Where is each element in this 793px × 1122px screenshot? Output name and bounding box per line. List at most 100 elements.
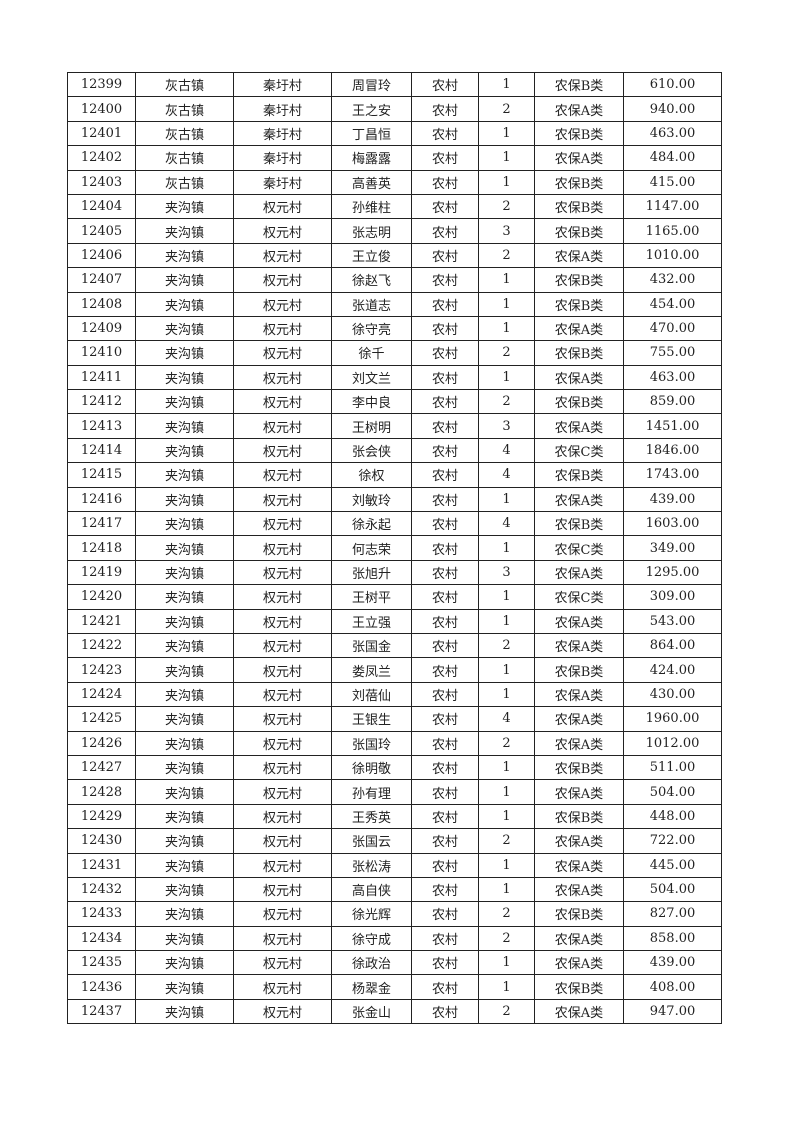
- area-type-cell: 农村: [411, 559, 479, 586]
- village-cell: 秦圩村: [233, 145, 332, 171]
- amount-cell: 1451.00: [623, 413, 722, 439]
- village-cell: 权元村: [233, 291, 332, 317]
- village-cell: 权元村: [233, 706, 332, 732]
- town-cell: 夹沟镇: [135, 950, 234, 976]
- table-row: 12426 夹沟镇 权元村 张国玲 农村 2 农保A类 1012.00: [67, 730, 722, 756]
- town-cell: 夹沟镇: [135, 389, 234, 415]
- town-cell: 灰古镇: [135, 145, 234, 171]
- insurance-category-cell: 农保A类: [534, 852, 624, 878]
- amount-cell: 439.00: [623, 950, 722, 976]
- table-row: 12406 夹沟镇 权元村 王立俊 农村 2 农保A类 1010.00: [67, 242, 722, 269]
- amount-cell: 1603.00: [623, 511, 722, 537]
- record-id-cell: 12425: [67, 706, 136, 732]
- person-name-cell: 张旭升: [331, 559, 412, 586]
- household-size-cell: 4: [478, 437, 535, 464]
- household-size-cell: 3: [478, 413, 535, 439]
- record-id-cell: 12427: [67, 754, 136, 781]
- area-type-cell: 农村: [411, 852, 479, 878]
- person-name-cell: 王树明: [331, 413, 412, 439]
- insurance-category-cell: 农保A类: [534, 730, 624, 756]
- village-cell: 秦圩村: [233, 120, 332, 147]
- village-cell: 权元村: [233, 876, 332, 903]
- village-cell: 权元村: [233, 608, 332, 634]
- insurance-category-cell: 农保C类: [534, 437, 624, 464]
- record-id-cell: 12415: [67, 462, 136, 488]
- table-row: 12414 夹沟镇 权元村 张会侠 农村 4 农保C类 1846.00: [67, 437, 722, 464]
- area-type-cell: 农村: [411, 901, 479, 927]
- area-type-cell: 农村: [411, 754, 479, 781]
- household-size-cell: 1: [478, 608, 535, 634]
- household-size-cell: 2: [478, 925, 535, 952]
- town-cell: 夹沟镇: [135, 340, 234, 366]
- area-type-cell: 农村: [411, 120, 479, 147]
- table-row: 12418 夹沟镇 权元村 何志荣 农村 1 农保C类 349.00: [67, 535, 722, 561]
- table-row: 12407 夹沟镇 权元村 徐赵飞 农村 1 农保B类 432.00: [67, 267, 722, 293]
- table-body: 12399 灰古镇 秦圩村 周冒玲 农村 1 农保B类 610.00 12400 灰古镇 秦圩村 王之…: [67, 71, 722, 1025]
- insurance-category-cell: 农保B类: [534, 120, 624, 147]
- amount-cell: 504.00: [623, 779, 722, 805]
- table-row: 12415 夹沟镇 权元村 徐权 农村 4 农保B类 1743.00: [67, 462, 722, 488]
- table-row: 12404 夹沟镇 权元村 孙维柱 农村 2 农保B类 1147.00: [67, 193, 722, 220]
- record-id-cell: 12433: [67, 901, 136, 927]
- insurance-category-cell: 农保B类: [534, 340, 624, 366]
- village-cell: 权元村: [233, 730, 332, 756]
- town-cell: 夹沟镇: [135, 754, 234, 781]
- record-id-cell: 12413: [67, 413, 136, 439]
- village-cell: 权元村: [233, 803, 332, 830]
- insurance-category-cell: 农保A类: [534, 876, 624, 903]
- table-row: 12435 夹沟镇 权元村 徐政治 农村 1 农保A类 439.00: [67, 950, 722, 976]
- town-cell: 夹沟镇: [135, 901, 234, 927]
- table-row: 12425 夹沟镇 权元村 王银生 农村 4 农保A类 1960.00: [67, 706, 722, 732]
- town-cell: 灰古镇: [135, 96, 234, 122]
- household-size-cell: 3: [478, 218, 535, 244]
- area-type-cell: 农村: [411, 96, 479, 122]
- village-cell: 秦圩村: [233, 96, 332, 122]
- village-cell: 权元村: [233, 559, 332, 586]
- area-type-cell: 农村: [411, 828, 479, 854]
- town-cell: 夹沟镇: [135, 535, 234, 561]
- area-type-cell: 农村: [411, 364, 479, 391]
- insurance-category-cell: 农保A类: [534, 145, 624, 171]
- insurance-category-cell: 农保B类: [534, 511, 624, 537]
- insurance-category-cell: 农保B类: [534, 754, 624, 781]
- village-cell: 权元村: [233, 193, 332, 220]
- insurance-category-cell: 农保B类: [534, 389, 624, 415]
- household-size-cell: 1: [478, 852, 535, 878]
- person-name-cell: 王立俊: [331, 242, 412, 269]
- village-cell: 权元村: [233, 340, 332, 366]
- record-id-cell: 12407: [67, 267, 136, 293]
- town-cell: 夹沟镇: [135, 267, 234, 293]
- table-row: 12432 夹沟镇 权元村 高自侠 农村 1 农保A类 504.00: [67, 876, 722, 903]
- table-row: 12413 夹沟镇 权元村 王树明 农村 3 农保A类 1451.00: [67, 413, 722, 439]
- area-type-cell: 农村: [411, 681, 479, 708]
- table-row: 12410 夹沟镇 权元村 徐千 农村 2 农保B类 755.00: [67, 340, 722, 366]
- household-size-cell: 2: [478, 96, 535, 122]
- amount-cell: 1743.00: [623, 462, 722, 488]
- household-size-cell: 1: [478, 754, 535, 781]
- town-cell: 夹沟镇: [135, 998, 234, 1025]
- household-size-cell: 1: [478, 803, 535, 830]
- town-cell: 夹沟镇: [135, 242, 234, 269]
- household-size-cell: 4: [478, 511, 535, 537]
- insurance-category-cell: 农保B类: [534, 267, 624, 293]
- amount-cell: 448.00: [623, 803, 722, 830]
- amount-cell: 722.00: [623, 828, 722, 854]
- table-row: 12436 夹沟镇 权元村 杨翠金 农村 1 农保B类 408.00: [67, 974, 722, 1000]
- amount-cell: 858.00: [623, 925, 722, 952]
- record-id-cell: 12418: [67, 535, 136, 561]
- town-cell: 夹沟镇: [135, 193, 234, 220]
- record-id-cell: 12430: [67, 828, 136, 854]
- town-cell: 夹沟镇: [135, 852, 234, 878]
- person-name-cell: 徐明敬: [331, 754, 412, 781]
- village-cell: 秦圩村: [233, 71, 332, 98]
- insurance-category-cell: 农保A类: [534, 96, 624, 122]
- table-row: 12399 灰古镇 秦圩村 周冒玲 农村 1 农保B类 610.00: [67, 71, 722, 98]
- area-type-cell: 农村: [411, 291, 479, 317]
- town-cell: 夹沟镇: [135, 803, 234, 830]
- amount-cell: 755.00: [623, 340, 722, 366]
- amount-cell: 859.00: [623, 389, 722, 415]
- person-name-cell: 杨翠金: [331, 974, 412, 1000]
- amount-cell: 309.00: [623, 584, 722, 610]
- insurance-category-cell: 农保A类: [534, 779, 624, 805]
- household-size-cell: 1: [478, 71, 535, 98]
